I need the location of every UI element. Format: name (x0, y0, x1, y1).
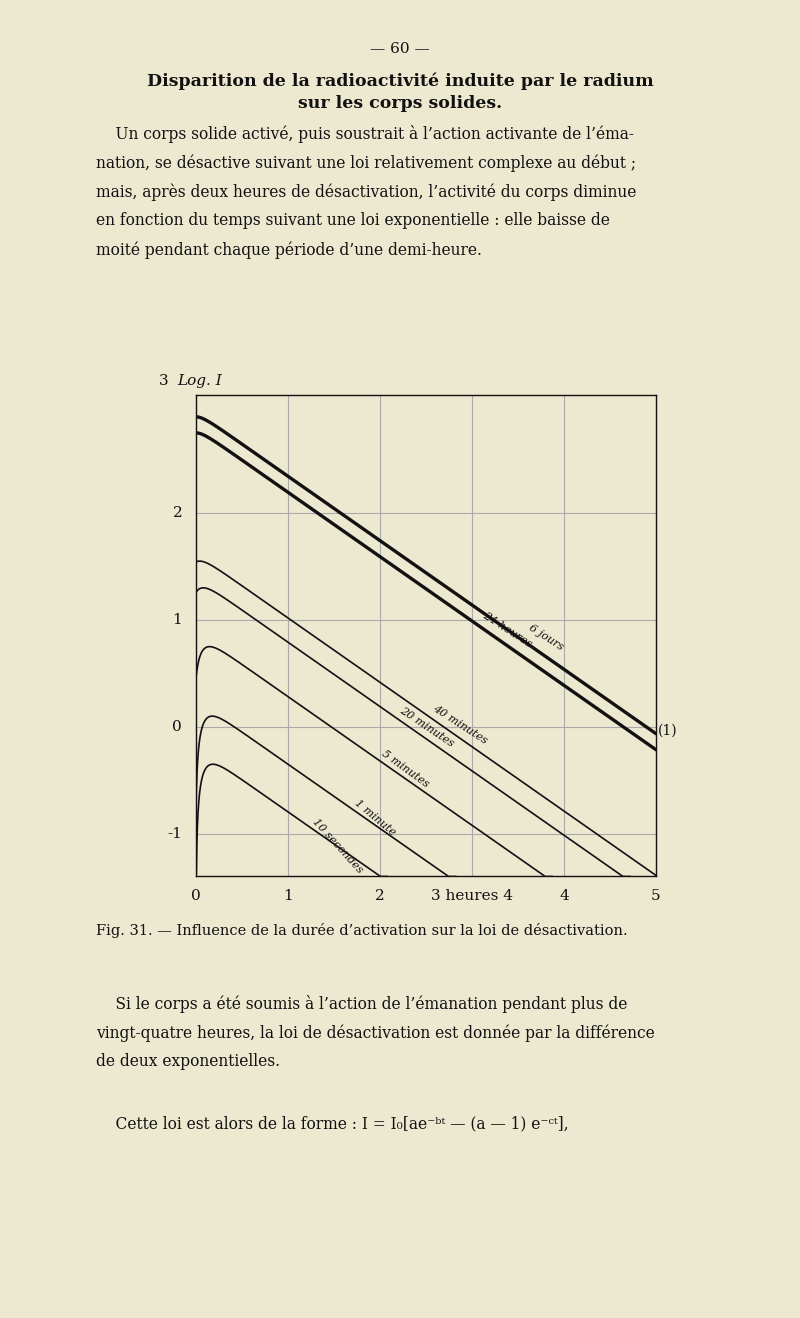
Text: Si le corps a été soumis à l’action de l’émanation pendant plus de: Si le corps a été soumis à l’action de l… (96, 995, 627, 1014)
Text: 3: 3 (158, 374, 169, 389)
Text: Fig. 31. — Influence de la durée d’activation sur la loi de désactivation.: Fig. 31. — Influence de la durée d’activ… (96, 923, 628, 937)
Text: moité pendant chaque période d’une demi-heure.: moité pendant chaque période d’une demi-… (96, 241, 482, 258)
Text: 0: 0 (173, 720, 182, 734)
Text: 2: 2 (173, 506, 182, 521)
Text: 1: 1 (283, 890, 293, 903)
Text: de deux exponentielles.: de deux exponentielles. (96, 1053, 280, 1070)
Text: vingt-quatre heures, la loi de désactivation est donnée par la différence: vingt-quatre heures, la loi de désactiva… (96, 1024, 654, 1041)
Text: 4: 4 (559, 890, 569, 903)
Text: (1): (1) (658, 724, 678, 738)
Text: mais, après deux heures de désactivation, l’activité du corps diminue: mais, après deux heures de désactivation… (96, 183, 636, 200)
Text: 40 minutes: 40 minutes (430, 702, 489, 746)
Text: — 60 —: — 60 — (370, 42, 430, 57)
Text: Log. I: Log. I (178, 374, 222, 389)
Text: 6 jours: 6 jours (527, 622, 566, 652)
Text: 1: 1 (173, 613, 182, 627)
Text: nation, se désactive suivant une loi relativement complexe au début ;: nation, se désactive suivant une loi rel… (96, 154, 636, 171)
Text: 2: 2 (375, 890, 385, 903)
Text: 0: 0 (191, 890, 201, 903)
Text: Cette loi est alors de la forme : I = I₀[ae⁻ᵇᵗ — (a — 1) e⁻ᶜᵗ],: Cette loi est alors de la forme : I = I₀… (96, 1115, 569, 1132)
Text: 5: 5 (651, 890, 661, 903)
Text: 5 minutes: 5 minutes (380, 749, 431, 789)
Text: Disparition de la radioactivité induite par le radium: Disparition de la radioactivité induite … (146, 72, 654, 90)
Text: 24 heures: 24 heures (482, 610, 534, 650)
Text: 10 secondes: 10 secondes (311, 817, 365, 875)
Text: sur les corps solides.: sur les corps solides. (298, 95, 502, 112)
Text: 1 minute: 1 minute (352, 797, 397, 837)
Text: en fonction du temps suivant une loi exponentielle : elle baisse de: en fonction du temps suivant une loi exp… (96, 212, 610, 229)
Text: Un corps solide activé, puis soustrait à l’action activante de l’éma-: Un corps solide activé, puis soustrait à… (96, 125, 634, 144)
Text: 20 minutes: 20 minutes (398, 706, 456, 750)
Text: 3 heures 4: 3 heures 4 (431, 890, 513, 903)
Text: -1: -1 (167, 826, 182, 841)
